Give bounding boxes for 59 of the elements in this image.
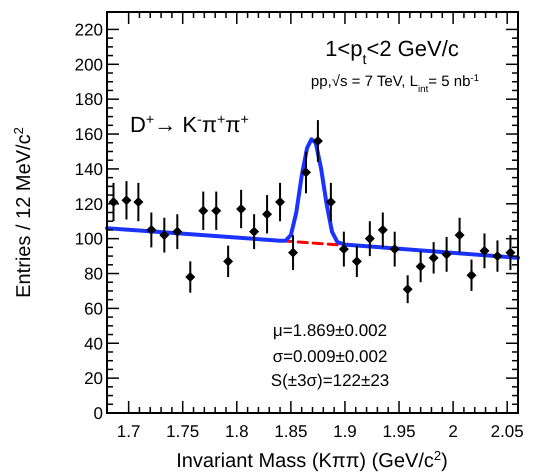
point — [364, 234, 375, 244]
y-tick-label: 60 — [84, 299, 103, 318]
y-tick-label: 220 — [74, 20, 103, 40]
y-tick-label: 160 — [74, 125, 103, 144]
line-series — [105, 137, 520, 260]
point — [442, 249, 452, 260]
point — [236, 204, 246, 214]
point — [454, 230, 465, 240]
annotation: D$^{+}$→ K$^{-}$π$^{+}$π$^{+}$ — [130, 112, 249, 137]
point — [505, 248, 516, 258]
point — [223, 256, 234, 266]
point — [312, 136, 323, 146]
x-tick-label: 1.7 — [116, 422, 140, 441]
point — [466, 270, 476, 280]
point — [159, 230, 170, 240]
x-tick-label: 2 — [448, 422, 458, 441]
point — [262, 209, 272, 220]
text: pp,√s = 7 TeV, L$_{int}$= 5 nb$^{-1}$ — [310, 72, 480, 94]
point — [198, 206, 208, 216]
y-tick-label: 140 — [74, 160, 103, 179]
point — [390, 244, 400, 254]
point — [288, 248, 298, 258]
point — [185, 272, 196, 282]
annotation: σ=0.009±0.002 — [272, 347, 388, 366]
x-tick-label: 2.05 — [490, 422, 524, 441]
point — [172, 226, 182, 237]
point — [352, 256, 362, 266]
y-tick-label: 200 — [74, 55, 103, 74]
point — [326, 197, 336, 208]
y-tick-label: 40 — [84, 334, 103, 354]
x-tick-label: 1.95 — [382, 422, 416, 441]
point — [479, 246, 490, 256]
point — [416, 262, 426, 272]
x-tick-label: 1.8 — [224, 422, 249, 441]
x-axis-title: Invariant Mass (Kππ) (GeV/c$^{2}$) — [176, 448, 448, 472]
point — [378, 224, 388, 235]
point — [301, 167, 312, 178]
annotation: S(±3σ)=122±23 — [270, 371, 390, 390]
point — [133, 197, 144, 208]
x-tick-label: 1.85 — [274, 422, 308, 441]
y-tick-label: 100 — [74, 230, 103, 249]
point — [211, 206, 222, 216]
point — [275, 197, 286, 208]
point — [428, 252, 439, 263]
point — [249, 226, 260, 237]
y-tick-label: 180 — [74, 90, 103, 110]
annotation: μ=1.869±0.002 — [272, 321, 388, 340]
point — [338, 244, 349, 254]
point — [492, 251, 502, 262]
y-tick-label: 120 — [74, 194, 103, 214]
point — [146, 224, 156, 235]
x-tick-label: 1.9 — [333, 422, 357, 441]
y-tick-label: 0 — [94, 404, 103, 423]
y-tick-label: 80 — [84, 264, 103, 284]
point — [402, 284, 413, 294]
y-tick-label: 20 — [84, 369, 103, 388]
point — [121, 195, 132, 206]
x-tick-label: 1.75 — [166, 422, 200, 441]
text: 1<p$_{t}$<2 GeV/c — [325, 36, 459, 68]
